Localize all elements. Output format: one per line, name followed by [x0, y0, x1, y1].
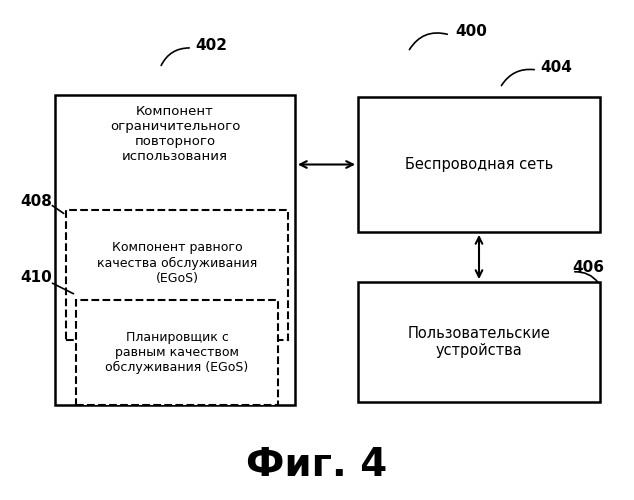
Text: Беспроводная сеть: Беспроводная сеть — [405, 157, 553, 172]
Bar — [358, 282, 600, 402]
Text: Компонент
ограничительного
повторного
использования: Компонент ограничительного повторного ис… — [110, 105, 240, 163]
Text: 406: 406 — [572, 260, 604, 276]
Bar — [358, 97, 600, 232]
Text: 402: 402 — [195, 38, 227, 52]
Text: 408: 408 — [20, 194, 52, 210]
Text: Планировщик с
равным качеством
обслуживания (EGoS): Планировщик с равным качеством обслужива… — [105, 331, 249, 374]
Bar — [76, 300, 278, 405]
Text: Фиг. 4: Фиг. 4 — [247, 446, 387, 484]
Text: 410: 410 — [20, 270, 52, 285]
Text: 404: 404 — [540, 60, 572, 76]
Bar — [55, 95, 295, 405]
Text: 400: 400 — [455, 24, 487, 40]
Text: Компонент равного
качества обслуживания
(EGoS): Компонент равного качества обслуживания … — [97, 242, 257, 284]
Bar — [66, 210, 288, 340]
Text: Пользовательские
устройства: Пользовательские устройства — [408, 326, 550, 358]
